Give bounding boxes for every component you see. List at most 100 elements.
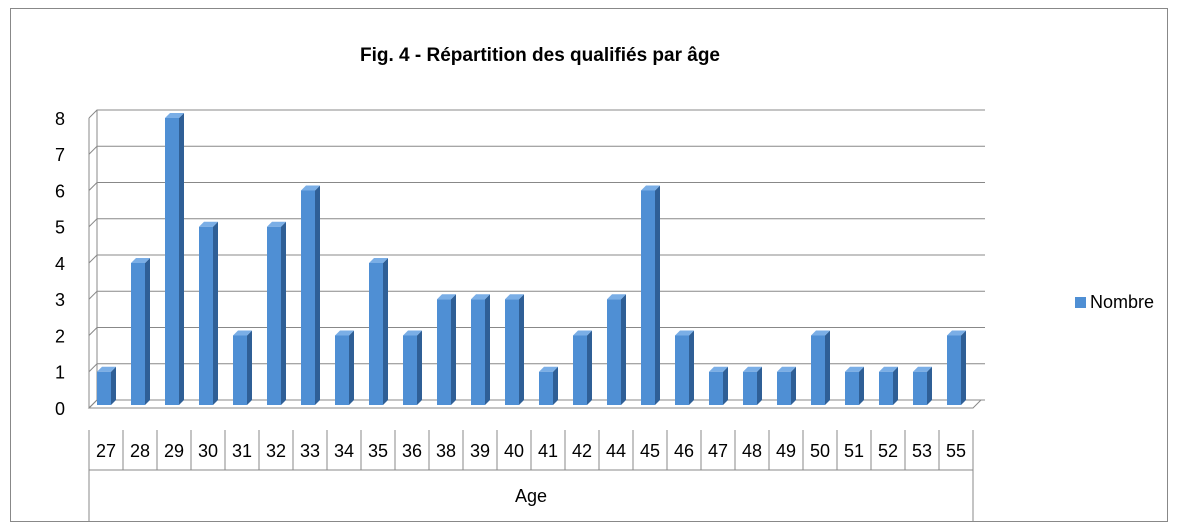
bar [505,299,519,405]
bar [709,371,723,405]
bar-side [247,330,252,405]
bar-top [233,330,252,336]
bar-side [723,366,728,405]
bar [335,335,349,405]
bar-top [301,185,320,191]
bar-top [267,221,286,227]
y-tick-label: 2 [55,326,65,346]
x-tick-label: 34 [334,441,354,461]
bar-side [349,330,354,405]
bar-top [811,330,830,336]
x-tick-label: 33 [300,441,320,461]
x-tick-label: 39 [470,441,490,461]
y-tick-label: 0 [55,399,65,419]
bar-side [145,258,150,405]
bar-side [315,185,320,405]
grid-line [88,145,985,155]
bar [301,190,315,405]
chart-title: Fig. 4 - Répartition des qualifiés par â… [360,45,720,66]
bar [947,335,961,405]
bar-top [947,330,966,336]
bar-top [879,366,898,372]
bar [573,335,587,405]
bar-side [825,330,830,405]
grid-line [88,109,985,119]
legend-label: Nombre [1090,292,1154,312]
y-tick-label: 6 [55,181,65,201]
grid-line [88,327,985,336]
bar [97,371,111,405]
y-tick-label: 5 [55,218,65,238]
x-tick-label: 29 [164,441,184,461]
bar-top [335,330,354,336]
bar [165,118,179,405]
x-axis-label: Age [515,486,547,506]
bar [675,335,689,405]
x-tick-label: 55 [946,441,966,461]
x-tick-label: 28 [130,441,150,461]
bar-side [519,294,524,405]
bar-top [743,366,762,372]
legend-swatch [1075,297,1086,308]
bar-top [505,294,524,300]
bar-top [437,294,456,300]
bar [403,335,417,405]
bar-top [777,366,796,372]
bar [845,371,859,405]
bar-top [165,113,184,118]
x-tick-label: 46 [674,441,694,461]
bar [913,371,927,405]
bar-top [471,294,490,300]
x-tick-label: 35 [368,441,388,461]
bar [131,263,145,405]
bar-side [213,221,218,405]
bar [607,299,621,405]
bar-top [199,221,218,227]
x-tick-label: 40 [504,441,524,461]
bar-side [927,366,932,405]
bar-top [709,366,728,372]
bar [539,371,553,405]
bar-top [641,185,660,191]
x-tick-label: 32 [266,441,286,461]
bar-side [893,366,898,405]
bar [471,299,485,405]
bar [437,299,451,405]
x-tick-label: 51 [844,441,864,461]
bar-top [131,258,150,263]
x-tick-label: 38 [436,441,456,461]
bar-side [689,330,694,405]
bar-side [417,330,422,405]
bar-side [111,366,116,405]
bar-side [179,113,184,405]
y-tick-label: 3 [55,290,65,310]
grid-line [88,218,985,228]
grid-line [88,254,985,264]
bar-top [675,330,694,336]
bar-top [97,366,116,372]
bar-top [845,366,864,372]
bar-side [655,185,660,405]
bar [369,263,383,405]
bar-side [859,366,864,405]
x-tick-label: 31 [232,441,252,461]
bar [777,371,791,405]
bar-top [403,330,422,336]
bar-side [757,366,762,405]
x-tick-label: 50 [810,441,830,461]
bar [879,371,893,405]
bar [641,190,655,405]
grid-line [88,182,985,191]
y-tick-label: 7 [55,145,65,165]
bar-side [791,366,796,405]
bar-top [369,258,388,263]
x-tick-label: 36 [402,441,422,461]
x-tick-label: 42 [572,441,592,461]
bar [743,371,757,405]
x-tick-label: 49 [776,441,796,461]
bar-side [281,221,286,405]
bar-side [383,258,388,405]
bar-top [913,366,932,372]
bar-top [573,330,592,336]
